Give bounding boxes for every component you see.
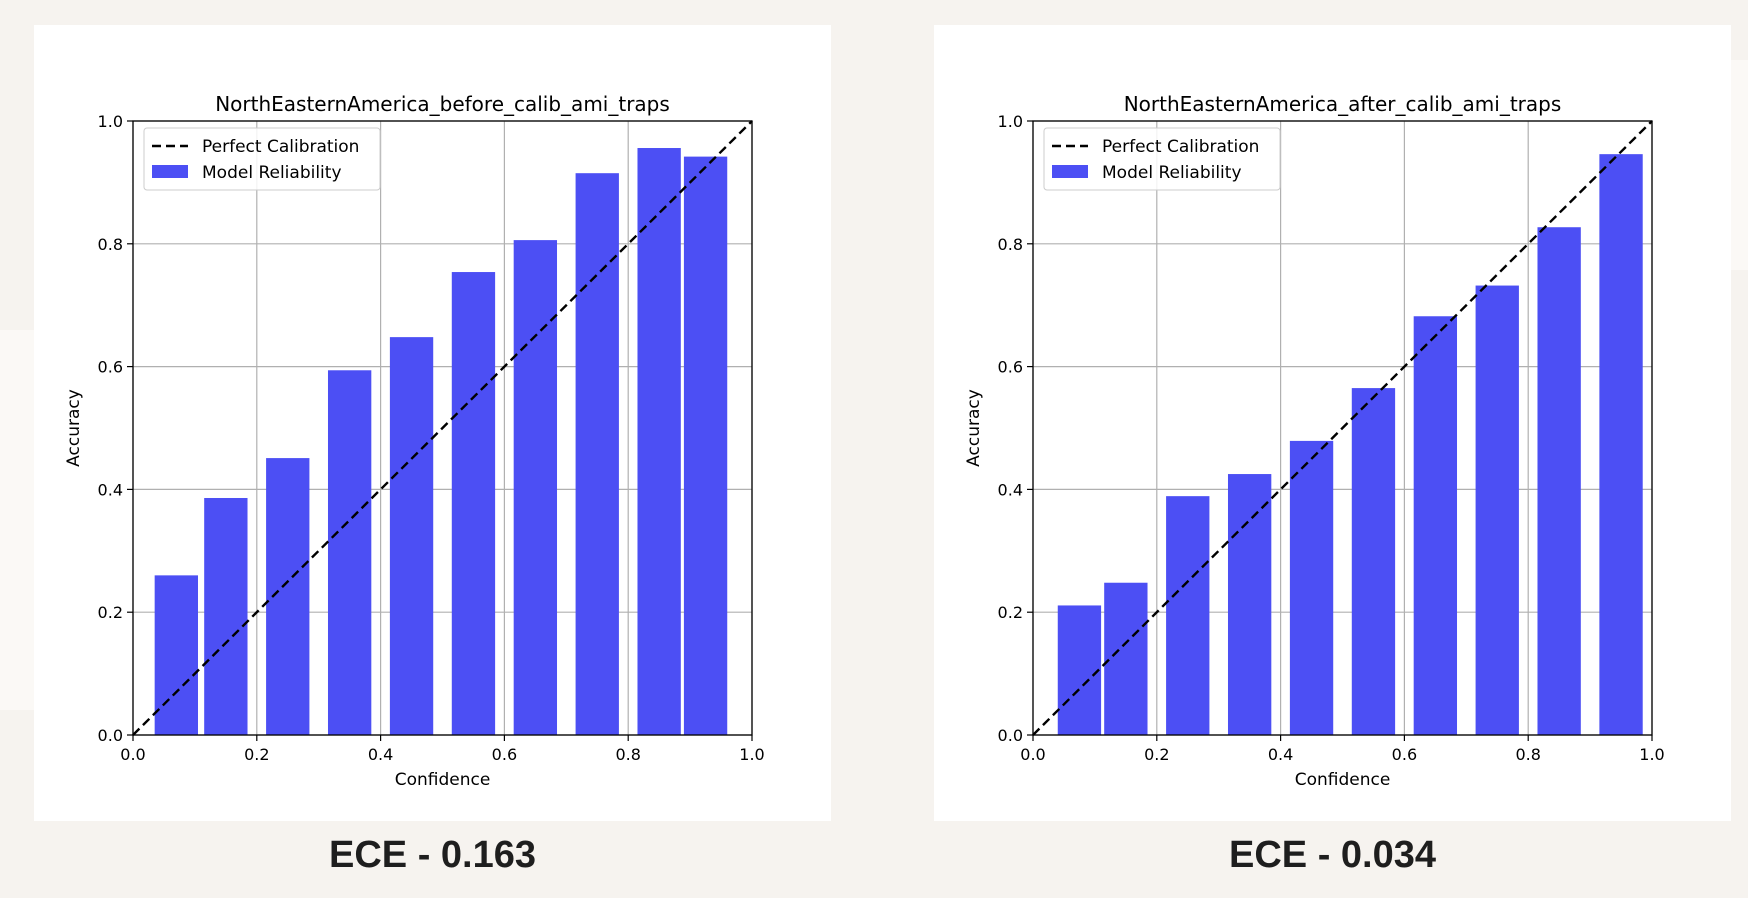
x-tick-label: 0.8 bbox=[615, 745, 640, 764]
y-tick-label: 0.2 bbox=[998, 603, 1023, 622]
legend-bar-swatch bbox=[152, 165, 188, 178]
y-tick-label: 0.4 bbox=[998, 480, 1023, 499]
y-tick-label: 1.0 bbox=[998, 112, 1023, 131]
y-tick-label: 0.8 bbox=[98, 235, 123, 254]
chart-panel-after: 0.0 0.2 0.4 0.6 0.8 1.0 0.0 0.2 0.4 0.6 0.8 1.0 Nort… bbox=[934, 25, 1731, 821]
bar bbox=[637, 148, 681, 735]
bar bbox=[451, 272, 496, 735]
bar bbox=[513, 240, 558, 735]
y-tick-label: 0.6 bbox=[98, 358, 123, 377]
bar bbox=[327, 370, 372, 735]
y-axis-label: Accuracy bbox=[964, 389, 984, 467]
bar bbox=[204, 497, 248, 735]
plot-frame bbox=[1032, 120, 1653, 736]
ece-label-before: ECE - 0.163 bbox=[329, 834, 536, 876]
y-tick-label: 0.2 bbox=[98, 603, 123, 622]
x-tick-label: 0.0 bbox=[120, 745, 145, 764]
x-tick-label: 1.0 bbox=[1639, 745, 1664, 764]
ece-label-after: ECE - 0.034 bbox=[1229, 834, 1436, 876]
bar bbox=[1351, 388, 1396, 735]
legend-label-perfect: Perfect Calibration bbox=[202, 137, 359, 157]
x-tick-label: 1.0 bbox=[739, 745, 764, 764]
bar bbox=[1413, 316, 1458, 735]
y-tick-label: 1.0 bbox=[98, 112, 123, 131]
reliability-chart-before: 0.0 0.2 0.4 0.6 0.8 1.0 0.0 0.2 0.4 0.6 0.8 1.0 Nort… bbox=[64, 92, 765, 790]
x-tick-label: 0.8 bbox=[1515, 745, 1540, 764]
x-tick-label: 0.6 bbox=[1392, 745, 1417, 764]
reliability-chart-after: 0.0 0.2 0.4 0.6 0.8 1.0 0.0 0.2 0.4 0.6 0.8 1.0 Nort… bbox=[964, 92, 1665, 790]
perfect-calibration-line bbox=[1032, 120, 1653, 736]
x-tick-label: 0.0 bbox=[1020, 745, 1045, 764]
x-tick-label: 0.6 bbox=[492, 745, 517, 764]
legend-label-model: Model Reliability bbox=[202, 163, 342, 183]
legend-label-perfect: Perfect Calibration bbox=[1102, 137, 1259, 157]
legend-bar-swatch bbox=[1052, 165, 1088, 178]
plot-frame bbox=[132, 120, 753, 736]
chart-title: NorthEasternAmerica_before_calib_ami_tra… bbox=[215, 92, 670, 116]
bar bbox=[1057, 605, 1102, 735]
legend-label-model: Model Reliability bbox=[1102, 163, 1242, 183]
bar bbox=[1289, 440, 1334, 735]
chart-panel-before: 0.0 0.2 0.4 0.6 0.8 1.0 0.0 0.2 0.4 0.6 0.8 1.0 Nort… bbox=[34, 25, 831, 821]
bar bbox=[1227, 474, 1272, 735]
bar bbox=[1166, 496, 1210, 735]
bar bbox=[1475, 285, 1519, 735]
chart-title: NorthEasternAmerica_after_calib_ami_trap… bbox=[1124, 92, 1562, 116]
x-tick-label: 0.4 bbox=[1268, 745, 1293, 764]
bar bbox=[154, 575, 198, 735]
legend: Perfect Calibration Model Reliability bbox=[1043, 127, 1281, 191]
x-tick-label: 0.2 bbox=[1144, 745, 1169, 764]
bar bbox=[389, 337, 434, 735]
x-tick-label: 0.4 bbox=[368, 745, 393, 764]
legend-box bbox=[1043, 127, 1281, 191]
bar bbox=[1537, 227, 1581, 736]
y-axis-label: Accuracy bbox=[64, 389, 84, 467]
y-tick-label: 0.0 bbox=[998, 726, 1023, 745]
x-tick-label: 0.2 bbox=[244, 745, 269, 764]
background-shape-left bbox=[0, 330, 34, 710]
x-axis-label: Confidence bbox=[1295, 770, 1391, 790]
bar bbox=[683, 156, 728, 735]
y-tick-label: 0.6 bbox=[998, 358, 1023, 377]
y-tick-label: 0.4 bbox=[98, 480, 123, 499]
legend: Perfect Calibration Model Reliability bbox=[143, 127, 381, 191]
bar bbox=[1104, 582, 1148, 735]
y-tick-label: 0.8 bbox=[998, 235, 1023, 254]
x-axis-label: Confidence bbox=[395, 770, 491, 790]
y-tick-label: 0.0 bbox=[98, 726, 123, 745]
bar bbox=[575, 173, 619, 735]
perfect-calibration-line bbox=[132, 120, 753, 736]
bar bbox=[1599, 154, 1643, 735]
legend-box bbox=[143, 127, 381, 191]
